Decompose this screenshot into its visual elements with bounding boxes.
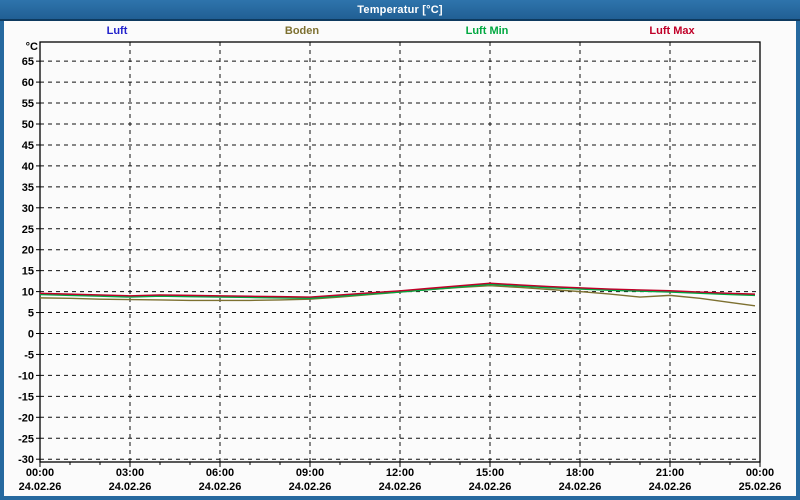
x-time-label: 09:00 bbox=[296, 467, 324, 479]
series-line-luft-max bbox=[39, 282, 756, 298]
x-date-label: 24.02.26 bbox=[109, 481, 152, 493]
y-axis-unit-label: °C bbox=[26, 41, 38, 53]
y-tick-label: 60 bbox=[22, 77, 34, 89]
x-time-label: 00:00 bbox=[746, 467, 774, 479]
chart-legend: Luft Boden Luft Min Luft Max bbox=[4, 21, 796, 41]
y-tick-label: 35 bbox=[22, 182, 34, 194]
y-tick-label: 15 bbox=[22, 266, 34, 278]
y-tick-label: 65 bbox=[22, 56, 34, 68]
y-tick-label: 40 bbox=[22, 161, 34, 173]
y-tick-label: -20 bbox=[18, 412, 34, 424]
y-tick-label: 30 bbox=[22, 203, 34, 215]
y-tick-label: 10 bbox=[22, 287, 34, 299]
x-tick-labels: 00:00 24.02.26 03:00 24.02.26 06:00 24.02.26 0… bbox=[19, 467, 782, 493]
title-bar: Temperatur [°C] bbox=[0, 0, 800, 21]
x-time-label: 18:00 bbox=[566, 467, 594, 479]
x-date-label: 24.02.26 bbox=[199, 481, 242, 493]
x-date-label: 24.02.26 bbox=[649, 481, 692, 493]
legend-item-luft-max: Luft Max bbox=[649, 25, 695, 37]
x-time-label: 06:00 bbox=[206, 467, 234, 479]
x-date-label: 25.02.26 bbox=[739, 481, 782, 493]
x-time-label: 15:00 bbox=[476, 467, 504, 479]
y-tick-label: -25 bbox=[18, 433, 34, 445]
y-tick-label: 0 bbox=[28, 329, 34, 341]
y-tick-label: 20 bbox=[22, 245, 34, 257]
y-tick-label: -10 bbox=[18, 370, 34, 382]
x-date-label: 24.02.26 bbox=[379, 481, 422, 493]
y-tick-label: 45 bbox=[22, 140, 34, 152]
y-tick-label: 55 bbox=[22, 98, 34, 110]
y-tick-label: 50 bbox=[22, 119, 34, 131]
legend-item-luft-min: Luft Min bbox=[465, 25, 509, 37]
y-tick-label: -15 bbox=[18, 391, 34, 403]
legend-item-boden: Boden bbox=[284, 25, 320, 37]
y-tick-label: 25 bbox=[22, 224, 34, 236]
x-time-label: 03:00 bbox=[116, 467, 144, 479]
chart-panel: Luft Boden Luft Min Luft Max 65 60 55 50 45 40 35… bbox=[4, 21, 796, 496]
x-date-label: 24.02.26 bbox=[289, 481, 332, 493]
series-line-luft-min bbox=[39, 283, 756, 300]
y-tick-label: 5 bbox=[28, 308, 34, 320]
x-time-label: 12:00 bbox=[386, 467, 414, 479]
x-date-label: 24.02.26 bbox=[19, 481, 62, 493]
y-tick-label: -30 bbox=[18, 454, 34, 466]
x-date-label: 24.02.26 bbox=[559, 481, 602, 493]
x-time-label: 00:00 bbox=[26, 467, 54, 479]
window-title: Temperatur [°C] bbox=[357, 4, 443, 16]
x-time-label: 21:00 bbox=[656, 467, 684, 479]
x-date-label: 24.02.26 bbox=[469, 481, 512, 493]
x-gridlines bbox=[129, 42, 671, 462]
x-tick-marks bbox=[39, 462, 761, 467]
legend-item-luft: Luft bbox=[106, 25, 128, 37]
y-gridlines: 65605550454035302520151050-5-10-15-20-25… bbox=[18, 56, 760, 466]
y-tick-label: -5 bbox=[24, 349, 34, 361]
